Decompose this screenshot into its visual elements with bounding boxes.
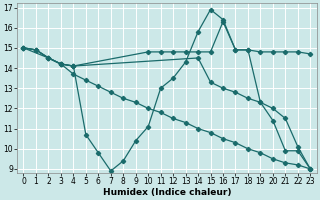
X-axis label: Humidex (Indice chaleur): Humidex (Indice chaleur) [103, 188, 231, 197]
